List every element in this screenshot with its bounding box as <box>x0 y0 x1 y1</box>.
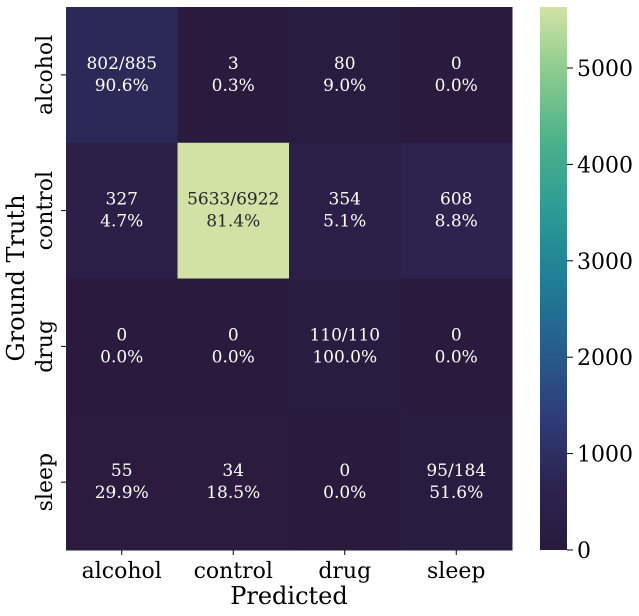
colorbar <box>540 7 567 550</box>
colorbar-tick-label: 4000 <box>577 153 633 178</box>
heatmap-cell <box>66 278 178 415</box>
cell-percent-label: 8.8% <box>435 212 478 232</box>
heatmap-cell <box>66 7 178 144</box>
cell-percent-label: 4.7% <box>100 212 143 232</box>
cell-count-label: 327 <box>106 190 138 210</box>
colorbar-tick-label: 5000 <box>577 57 633 82</box>
cell-percent-label: 0.0% <box>435 347 478 367</box>
cell-percent-label: 0.0% <box>435 76 478 96</box>
cell-count-label: 5633/6922 <box>187 190 279 210</box>
cell-count-label: 0 <box>451 325 462 345</box>
heatmap-cell <box>66 142 178 279</box>
x-tick-label: drug <box>318 559 371 584</box>
heatmap-cell <box>289 142 401 279</box>
heatmap-cell <box>177 142 290 279</box>
heatmap-annotations: 802/88590.6%30.3%809.0%00.0%3274.7%5633/… <box>86 54 486 503</box>
cell-count-label: 0 <box>339 461 350 481</box>
cell-percent-label: 0.0% <box>212 347 255 367</box>
heatmap-cell <box>400 414 513 551</box>
x-tick-label: alcohol <box>82 559 162 584</box>
cell-count-label: 608 <box>440 190 472 210</box>
heatmap-cell <box>177 278 290 415</box>
colorbar-tick-label: 1000 <box>577 443 633 468</box>
heatmap-cell <box>289 278 401 415</box>
cell-percent-label: 0.0% <box>100 347 143 367</box>
cell-percent-label: 51.6% <box>429 483 483 503</box>
colorbar-ticks: 0 1000 2000 3000 4000 5000 <box>567 57 633 564</box>
cell-count-label: 34 <box>222 461 244 481</box>
heatmap-cell <box>177 7 290 144</box>
cell-count-label: 0 <box>116 325 127 345</box>
x-tick-labels: alcohol control drug sleep <box>82 550 485 584</box>
cell-count-label: 354 <box>329 190 361 210</box>
heatmap-cell <box>177 414 290 551</box>
y-tick-labels: alcohol control drug sleep <box>33 35 66 511</box>
x-axis-label: Predicted <box>230 582 348 610</box>
heatmap-cell <box>289 414 401 551</box>
y-tick-label: drug <box>33 320 58 373</box>
cell-percent-label: 0.3% <box>212 76 255 96</box>
cell-count-label: 95/184 <box>426 461 486 481</box>
heatmap-cell <box>400 7 513 144</box>
cell-percent-label: 29.9% <box>95 483 149 503</box>
cell-percent-label: 81.4% <box>206 212 260 232</box>
colorbar-tick-label: 3000 <box>577 250 633 275</box>
cell-percent-label: 18.5% <box>206 483 260 503</box>
heatmap-cells <box>66 7 513 551</box>
heatmap-cell <box>400 278 513 415</box>
cell-percent-label: 5.1% <box>323 212 366 232</box>
heatmap-cell <box>289 7 401 144</box>
cell-percent-label: 9.0% <box>323 76 366 96</box>
y-axis-label: Ground Truth <box>2 194 30 361</box>
y-tick-label: control <box>33 171 58 250</box>
cell-count-label: 802/885 <box>86 54 157 74</box>
y-tick-label: sleep <box>33 453 58 511</box>
cell-count-label: 110/110 <box>309 325 380 345</box>
cell-count-label: 80 <box>334 54 356 74</box>
y-tick-label: alcohol <box>33 35 58 115</box>
heatmap-cell <box>66 414 178 551</box>
colorbar-tick-label: 2000 <box>577 346 633 371</box>
cell-percent-label: 90.6% <box>95 76 149 96</box>
cell-percent-label: 100.0% <box>312 347 377 367</box>
cell-count-label: 0 <box>451 54 462 74</box>
cell-percent-label: 0.0% <box>323 483 366 503</box>
colorbar-tick-label: 0 <box>577 539 591 564</box>
cell-count-label: 0 <box>228 325 239 345</box>
x-tick-label: sleep <box>427 559 485 584</box>
x-tick-label: control <box>194 559 273 584</box>
cell-count-label: 55 <box>111 461 133 481</box>
cell-count-label: 3 <box>228 54 239 74</box>
heatmap-cell <box>400 142 513 279</box>
